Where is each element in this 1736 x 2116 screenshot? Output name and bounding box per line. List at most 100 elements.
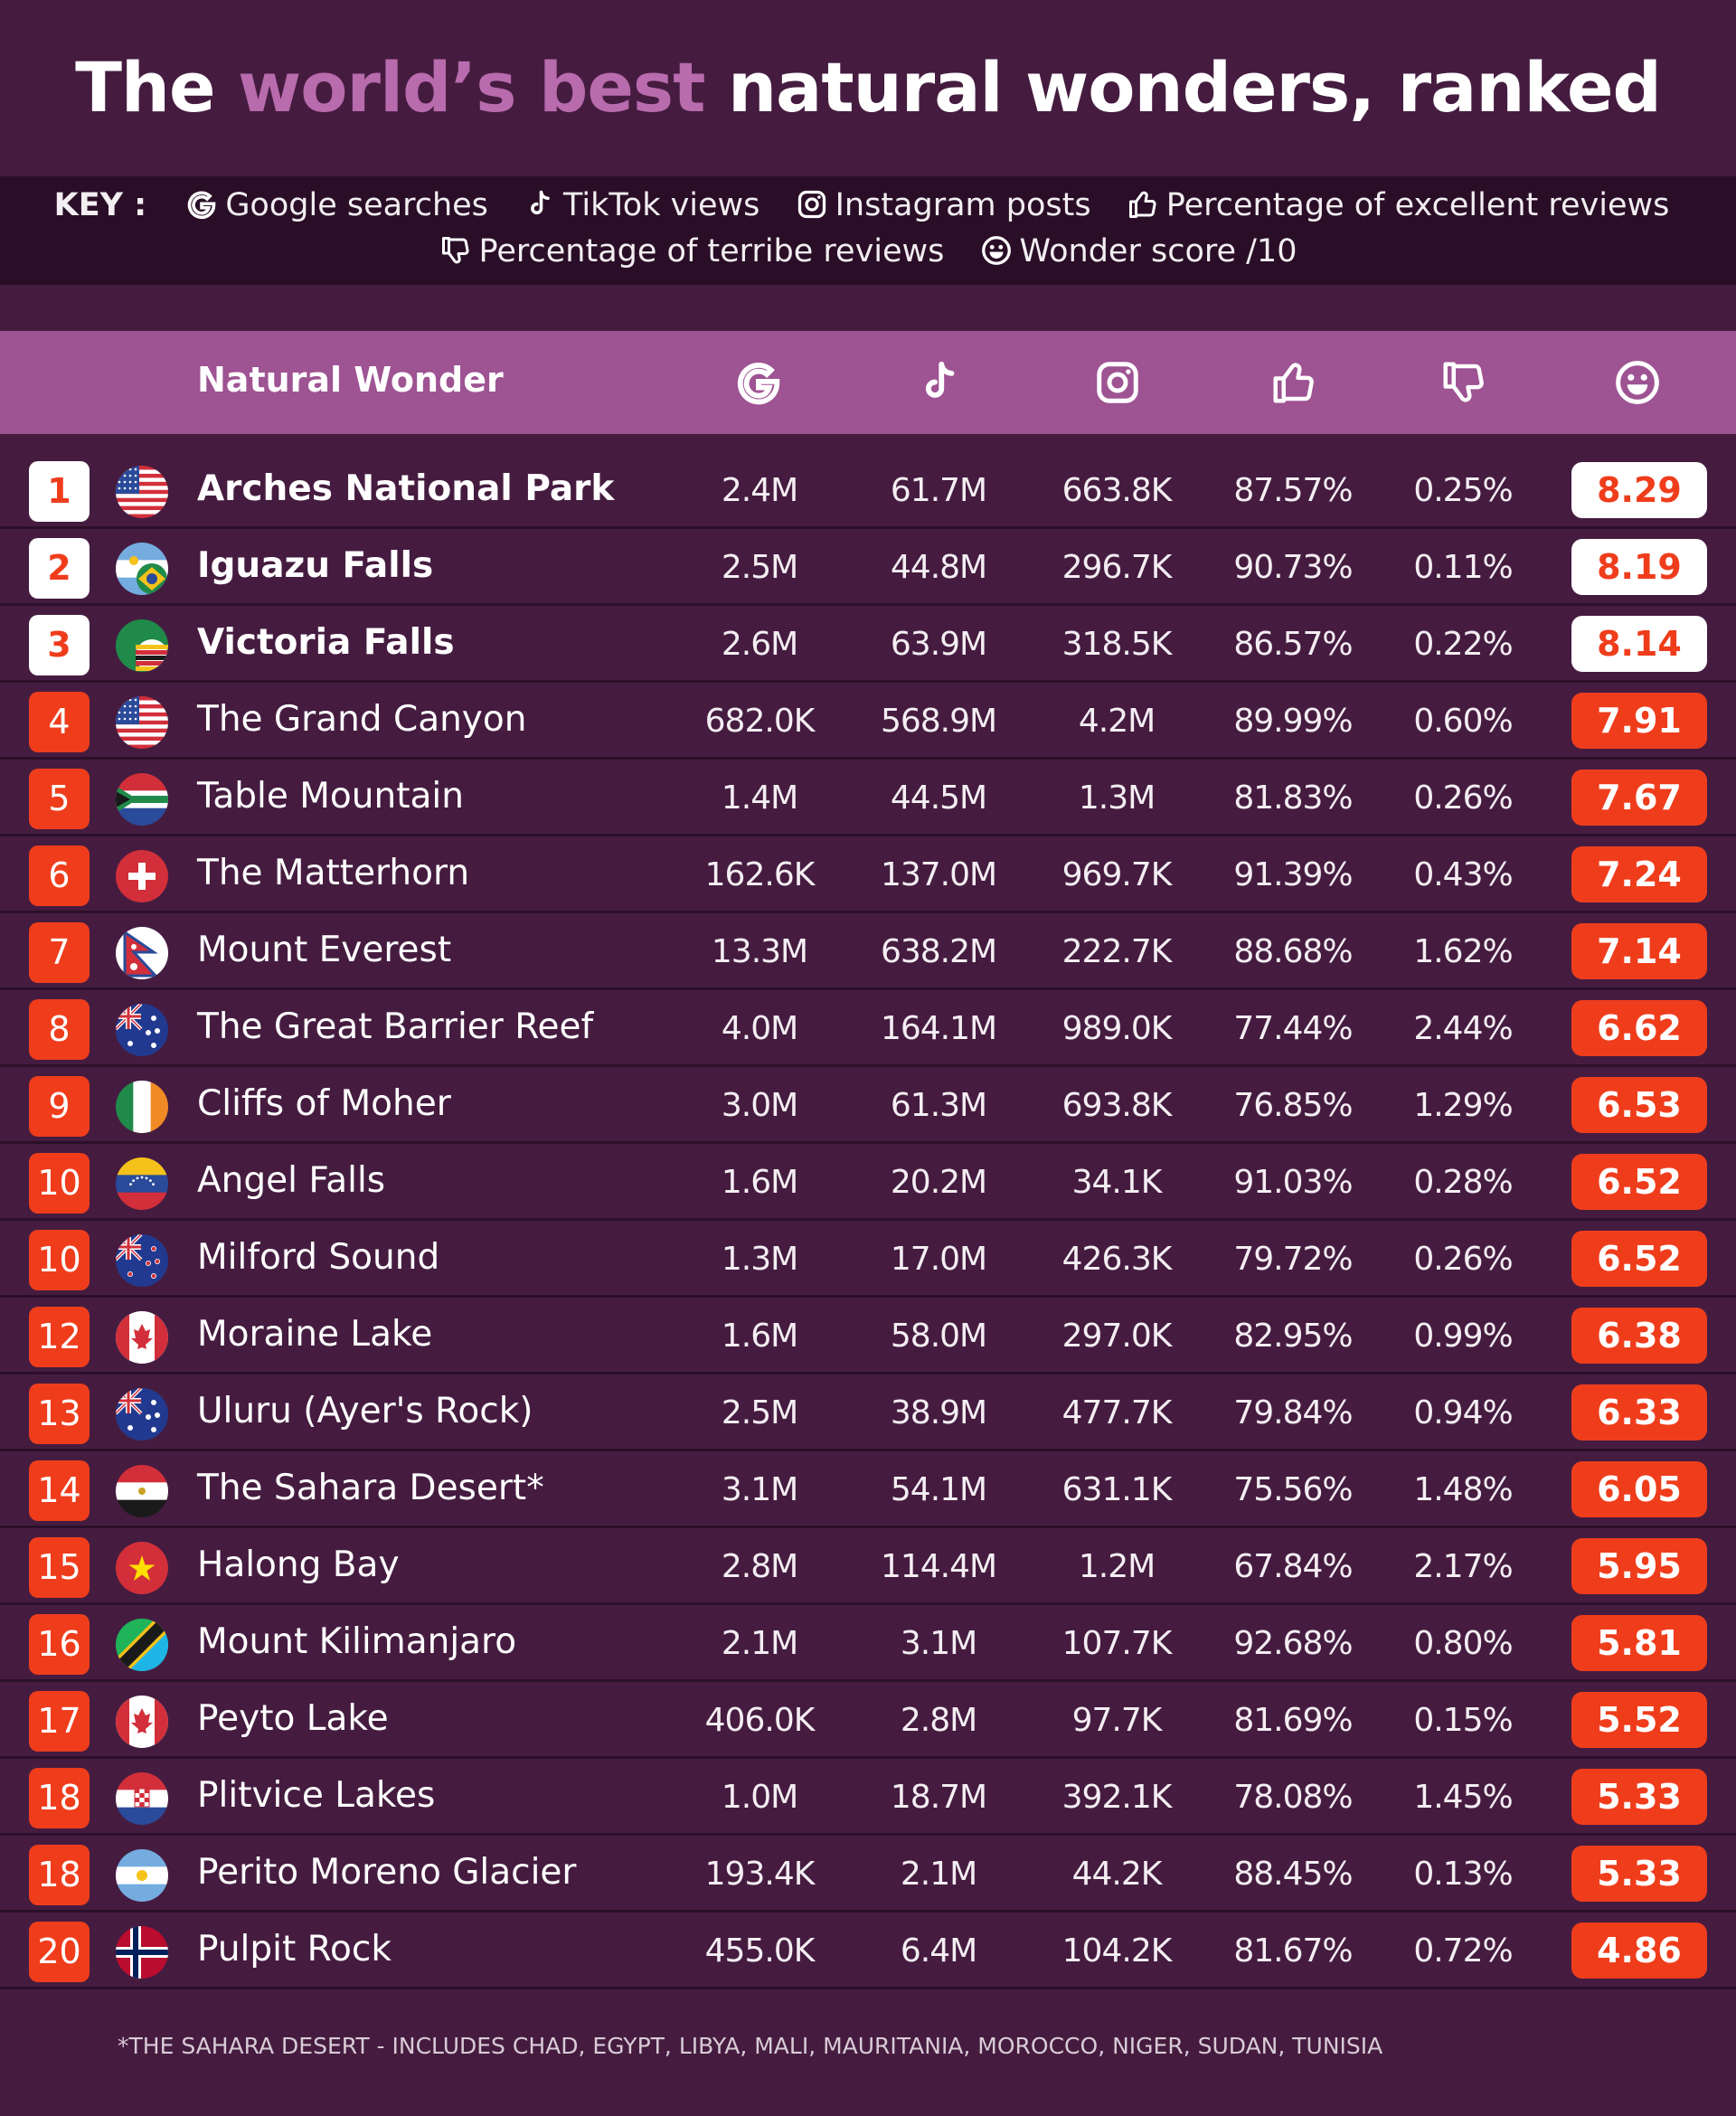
cell-google: 1.4M	[721, 779, 798, 817]
table-row: 1 Arches National Park 2.4M 61.7M 663.8K 87.5…	[0, 452, 1736, 529]
cell-instagram: 392.1K	[1061, 1779, 1173, 1816]
cell-terrible: 2.17%	[1413, 1548, 1513, 1585]
cell-excellent: 92.68%	[1233, 1625, 1353, 1662]
flag-tanzania-icon	[116, 1619, 168, 1671]
rank-badge: 4	[29, 692, 90, 752]
wonder-name: Table Mountain	[197, 776, 464, 817]
wonder-score-badge: 7.24	[1571, 846, 1707, 902]
cell-google: 1.3M	[721, 1241, 798, 1278]
cell-excellent: 90.73%	[1233, 549, 1353, 586]
cell-google: 2.4M	[721, 472, 798, 509]
cell-tiktok: 17.0M	[890, 1241, 987, 1278]
wonder-name: Uluru (Ayer's Rock)	[197, 1391, 533, 1431]
legend-item-excellent: Percentage of excellent reviews	[1127, 187, 1669, 223]
wonder-score-badge: 5.33	[1571, 1846, 1707, 1902]
tiktok-icon	[531, 190, 550, 215]
rank-badge: 10	[29, 1153, 90, 1214]
cell-instagram: 318.5K	[1061, 626, 1173, 663]
rank-badge: 16	[29, 1614, 90, 1675]
cell-instagram: 34.1K	[1071, 1164, 1163, 1201]
flag-canada-icon	[116, 1696, 168, 1748]
legend-line-1: KEY : Google searches TikTok views Insta…	[0, 187, 1736, 223]
google-icon	[737, 363, 780, 405]
cell-google: 1.6M	[721, 1318, 798, 1355]
wonder-name: Angel Falls	[197, 1160, 386, 1201]
tiktok-icon	[925, 361, 955, 398]
cell-google: 2.8M	[721, 1548, 798, 1585]
cell-terrible: 1.45%	[1413, 1779, 1513, 1816]
cell-instagram: 1.3M	[1078, 779, 1156, 817]
cell-tiktok: 114.4M	[880, 1548, 997, 1585]
smiley-icon	[981, 236, 1011, 265]
table-row: 20 Pulpit Rock 455.0K 6.4M 104.2K 81.67% 0.72%…	[0, 1913, 1736, 1989]
column-header-excellent	[1269, 358, 1318, 407]
thumbs-up-icon	[1128, 191, 1156, 218]
wonder-name: Arches National Park	[197, 468, 615, 509]
rank-badge: 7	[29, 922, 90, 983]
cell-tiktok: 61.3M	[890, 1087, 987, 1124]
cell-google: 682.0K	[704, 703, 816, 740]
rank-badge: 20	[29, 1922, 90, 1982]
cell-tiktok: 164.1M	[880, 1010, 997, 1047]
flag-argentina-brazil-icon	[116, 543, 168, 595]
cell-google: 1.0M	[721, 1779, 798, 1816]
wonder-score-badge: 5.81	[1571, 1615, 1707, 1671]
cell-excellent: 67.84%	[1233, 1548, 1353, 1585]
cell-google: 2.1M	[721, 1625, 798, 1662]
title-part-1: The	[75, 47, 239, 128]
wonder-name: The Matterhorn	[197, 853, 470, 893]
cell-excellent: 81.67%	[1233, 1932, 1353, 1970]
legend-item-score: Wonder score /10	[980, 233, 1297, 269]
cell-excellent: 76.85%	[1233, 1087, 1353, 1124]
flag-egypt-icon	[116, 1465, 168, 1517]
cell-terrible: 0.28%	[1413, 1164, 1513, 1201]
cell-google: 3.0M	[721, 1087, 798, 1124]
legend-item-google: Google searches	[185, 187, 488, 223]
column-header-instagram	[1093, 358, 1142, 407]
flag-nepal-icon	[116, 927, 168, 979]
cell-terrible: 1.29%	[1413, 1087, 1513, 1124]
flag-ireland-icon	[116, 1081, 168, 1133]
cell-tiktok: 3.1M	[900, 1625, 977, 1662]
cell-instagram: 477.7K	[1061, 1394, 1173, 1431]
wonder-name: Peyto Lake	[197, 1698, 389, 1739]
cell-terrible: 0.60%	[1413, 703, 1513, 740]
cell-terrible: 0.15%	[1413, 1702, 1513, 1739]
cell-excellent: 77.44%	[1233, 1010, 1353, 1047]
cell-excellent: 79.72%	[1233, 1241, 1353, 1278]
cell-instagram: 663.8K	[1061, 472, 1173, 509]
cell-google: 455.0K	[704, 1932, 816, 1970]
cell-tiktok: 137.0M	[880, 856, 997, 893]
wonder-name: The Sahara Desert*	[197, 1468, 544, 1508]
legend-label: TikTok views	[563, 187, 760, 223]
legend-item-tiktok: TikTok views	[524, 187, 760, 223]
cell-google: 2.5M	[721, 1394, 798, 1431]
rank-badge: 18	[29, 1768, 90, 1828]
rank-badge: 12	[29, 1307, 90, 1367]
thumbs-up-icon	[1273, 363, 1314, 403]
instagram-icon	[1097, 362, 1138, 403]
rank-badge: 1	[29, 461, 90, 522]
column-header-google	[734, 358, 783, 407]
wonder-name: Pulpit Rock	[197, 1929, 392, 1970]
cell-terrible: 0.72%	[1413, 1932, 1513, 1970]
cell-terrible: 0.43%	[1413, 856, 1513, 893]
wonder-score-badge: 5.33	[1571, 1769, 1707, 1825]
wonder-name: Plitvice Lakes	[197, 1775, 436, 1816]
cell-excellent: 88.45%	[1233, 1856, 1353, 1893]
wonder-name: The Grand Canyon	[197, 699, 527, 740]
cell-google: 406.0K	[704, 1702, 816, 1739]
thumbs-down-icon	[1443, 362, 1484, 402]
cell-tiktok: 44.5M	[890, 779, 987, 817]
flag-croatia-icon	[116, 1772, 168, 1825]
table-row: 8 The Great Barrier Reef 4.0M 164.1M 989.0K 7…	[0, 990, 1736, 1067]
wonder-score-badge: 7.14	[1571, 923, 1707, 979]
table-row: 15 Halong Bay 2.8M 114.4M 1.2M 67.84% 2.17% 5.9…	[0, 1528, 1736, 1605]
cell-google: 2.6M	[721, 626, 798, 663]
legend-key: KEY : Google searches TikTok views Insta…	[0, 176, 1736, 285]
cell-excellent: 82.95%	[1233, 1318, 1353, 1355]
cell-instagram: 4.2M	[1078, 703, 1156, 740]
wonder-score-badge: 8.19	[1571, 539, 1707, 595]
cell-tiktok: 568.9M	[880, 703, 997, 740]
table-row: 14 The Sahara Desert* 3.1M 54.1M 631.1K 75.56…	[0, 1451, 1736, 1528]
